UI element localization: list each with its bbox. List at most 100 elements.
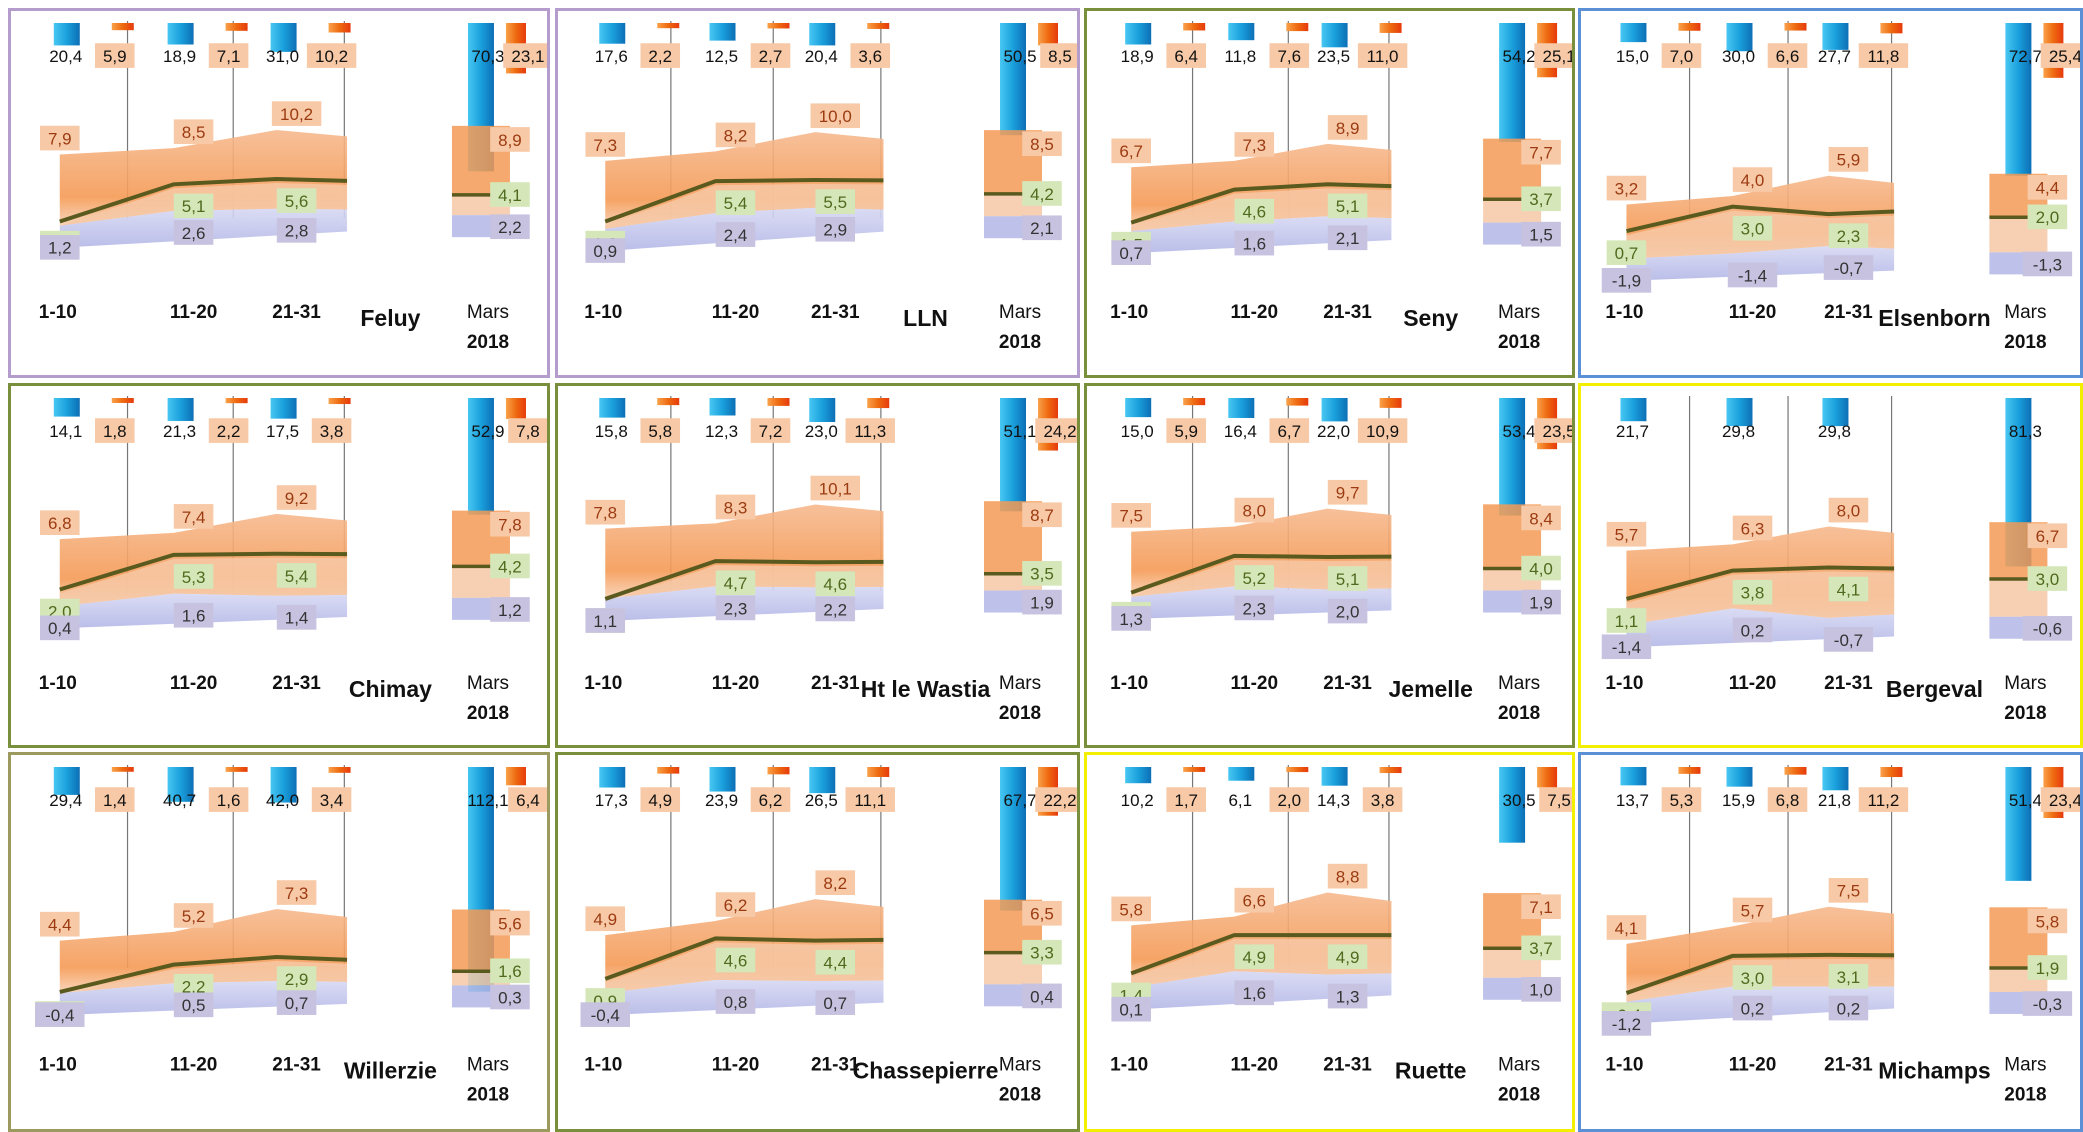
tmax-value: 5,2 <box>182 907 206 926</box>
rain-bar <box>167 398 194 421</box>
month-rain-value: 54,2 <box>1503 47 1536 66</box>
tmean-line <box>1130 933 1392 976</box>
tmax-value-bg <box>173 504 214 529</box>
sun-bar <box>867 23 890 29</box>
tmax-value: 6,2 <box>724 896 748 915</box>
rain-bar <box>270 23 297 52</box>
month-sun-value: 7,5 <box>1547 791 1571 810</box>
tmax-value-bg <box>1234 887 1275 913</box>
tmax-value: 8,3 <box>724 498 748 517</box>
rain-bar <box>709 767 736 792</box>
rain-bar <box>1620 398 1647 422</box>
station-panel-seny: 18,9 6,4 11,8 7,6 23,5 11,0 54,2 25,1 6,7 1,5 0,7 7… <box>1084 8 1575 378</box>
month-label: Mars <box>467 302 509 323</box>
tmin-value-bg <box>35 1002 85 1027</box>
month-tmin-value: 1,9 <box>1529 593 1553 612</box>
sun-value-bg <box>1166 43 1206 68</box>
tmax-value-bg <box>1828 878 1869 903</box>
station-chart-svg: 29,41,440,71,642,03,4112,16,44,4-0,3-0,4… <box>35 765 547 1105</box>
year-label: 2018 <box>999 332 1041 353</box>
station-name: Seny <box>1403 305 1458 331</box>
sun-bar <box>1880 767 1903 778</box>
tmax-value: 7,9 <box>48 129 72 148</box>
tmax-value: 5,7 <box>1615 526 1639 545</box>
tmean-value-bg <box>1732 579 1773 605</box>
station-chart-svg: 13,75,315,96,821,811,251,423,44,1-0,4-1,… <box>1601 765 2080 1105</box>
tmean-value-bg <box>1828 223 1869 248</box>
month-sun-value-bg <box>503 43 547 68</box>
sun-value-bg <box>750 787 791 812</box>
sun-bar <box>767 23 790 29</box>
tmean-value-bg <box>276 966 317 991</box>
rain-value: 27,7 <box>1818 47 1851 66</box>
month-sun-value-bg <box>1035 787 1077 812</box>
month-tmax-value: 6,5 <box>1030 905 1054 924</box>
tmin-value-bg <box>1601 634 1652 660</box>
rain-bar <box>270 398 297 419</box>
tmean-value: 4,1 <box>1837 580 1861 599</box>
tmean-value-bg <box>1732 965 1773 990</box>
tmin-value: -1,4 <box>1738 266 1767 285</box>
tmax-value-bg <box>1234 132 1275 157</box>
month-sun-value: 22,2 <box>1043 791 1076 810</box>
tmax-value: 7,3 <box>1242 136 1266 155</box>
sun-bar <box>1678 23 1701 31</box>
station-chart-svg: 17,62,212,52,720,43,650,58,57,31,60,98,2… <box>584 21 1077 353</box>
sun-value: 6,7 <box>1277 422 1301 441</box>
tmax-value-bg <box>1234 497 1275 523</box>
tmax-value: 8,9 <box>1336 119 1360 138</box>
month-sun-value-bg <box>508 418 547 443</box>
tmin-value: 1,2 <box>48 239 72 258</box>
station-panel-lln: 17,62,212,52,720,43,650,58,57,31,60,98,2… <box>555 8 1080 378</box>
rain-bar <box>599 23 626 44</box>
tmax-value-bg <box>271 101 322 126</box>
tmin-value-bg <box>1111 606 1151 631</box>
period-label: 1-10 <box>1110 1054 1148 1075</box>
period-label: 11-20 <box>1729 1054 1777 1075</box>
tmin-value: -1,4 <box>1612 638 1641 657</box>
month-tmax-value-bg <box>1022 502 1062 528</box>
month-rain-bar <box>1000 767 1026 911</box>
month-sun-bar <box>505 398 526 419</box>
rain-value: 6,1 <box>1228 791 1252 810</box>
tmax-value-bg <box>173 903 214 928</box>
tmax-value: 10,1 <box>819 479 852 498</box>
tmax-value: 7,4 <box>182 508 206 527</box>
tmean-value-bg <box>1234 198 1275 224</box>
tmean-value: 3,1 <box>1837 968 1861 987</box>
sun-bar <box>328 398 351 405</box>
tmin-value-bg <box>1823 255 1874 280</box>
month-rain-bar <box>1499 398 1526 516</box>
tmin-value: 2,2 <box>823 600 847 619</box>
year-label: 2018 <box>1498 332 1540 353</box>
month-tmean-value: 2,0 <box>2036 208 2060 227</box>
rain-value: 20,4 <box>49 47 82 66</box>
tmean-value-bg <box>1327 566 1368 591</box>
rain-bar <box>599 767 626 788</box>
tmean-value: 5,2 <box>1242 569 1266 588</box>
sun-value: 1,6 <box>217 791 241 810</box>
tmin-value-bg <box>39 615 80 641</box>
tmin-value-bg <box>1111 240 1151 266</box>
month-label: Mars <box>999 673 1041 694</box>
month-tmax-value-bg <box>490 910 530 936</box>
station-name: Michamps <box>1878 1057 1990 1083</box>
month-tmin-value-bg <box>2022 991 2073 1016</box>
station-name: Willerzie <box>344 1057 437 1083</box>
tmean-line <box>59 551 348 592</box>
month-sun-value: 8,5 <box>1048 47 1072 66</box>
rain-bar <box>167 23 194 45</box>
year-label: 2018 <box>467 703 509 724</box>
sun-value-bg <box>208 787 249 812</box>
month-sun-value-bg <box>2040 787 2080 812</box>
period-label: 21-31 <box>1323 1054 1372 1075</box>
rain-value: 26,5 <box>805 791 838 810</box>
month-tmax-value: 7,8 <box>498 516 522 535</box>
rain-value: 15,8 <box>595 422 628 441</box>
tmin-value: 1,4 <box>285 609 309 628</box>
tmax-value-bg <box>1732 167 1773 192</box>
month-sun-value-bg <box>1534 418 1572 443</box>
tmean-value-bg <box>1828 964 1869 989</box>
tmean-value: 5,3 <box>182 568 206 587</box>
tmax-value: 5,7 <box>1741 901 1765 920</box>
